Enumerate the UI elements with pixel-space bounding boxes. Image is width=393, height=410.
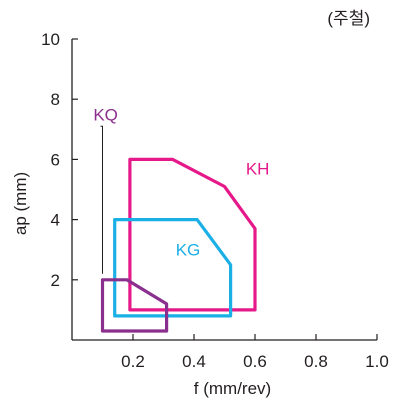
regions-layer: KH KG KQ: [93, 105, 270, 333]
region-kq-label: KQ: [93, 105, 118, 124]
region-kg: [113, 218, 233, 318]
y-tick-label-4: 10: [41, 30, 60, 49]
x-tick-label-1: 0.4: [182, 352, 206, 371]
x-tick-label-0: 0.2: [121, 352, 145, 371]
x-tick-label-2: 0.6: [243, 352, 267, 371]
y-tick-label-3: 8: [51, 90, 60, 109]
region-kq: [100, 278, 169, 333]
y-tick-label-1: 4: [51, 211, 60, 230]
x-ticks: 0.2 0.4 0.6 0.8 1.0: [121, 334, 389, 371]
x-tick-label-4: 1.0: [365, 352, 389, 371]
region-kq-leader-line: [100, 125, 103, 274]
y-ticks: 2 4 6 8 10: [41, 30, 78, 290]
region-kg-label: KG: [176, 241, 201, 260]
material-note: (주철): [327, 9, 370, 28]
axes: [71, 39, 377, 341]
x-tick-label-3: 0.8: [304, 352, 328, 371]
y-tick-label-2: 6: [51, 150, 60, 169]
region-kh-label: KH: [246, 159, 270, 178]
x-axis-label: f (mm/rev): [194, 379, 271, 398]
region-kh: [128, 157, 257, 312]
y-tick-label-0: 2: [51, 271, 60, 290]
y-axis-label: ap (mm): [11, 172, 30, 235]
